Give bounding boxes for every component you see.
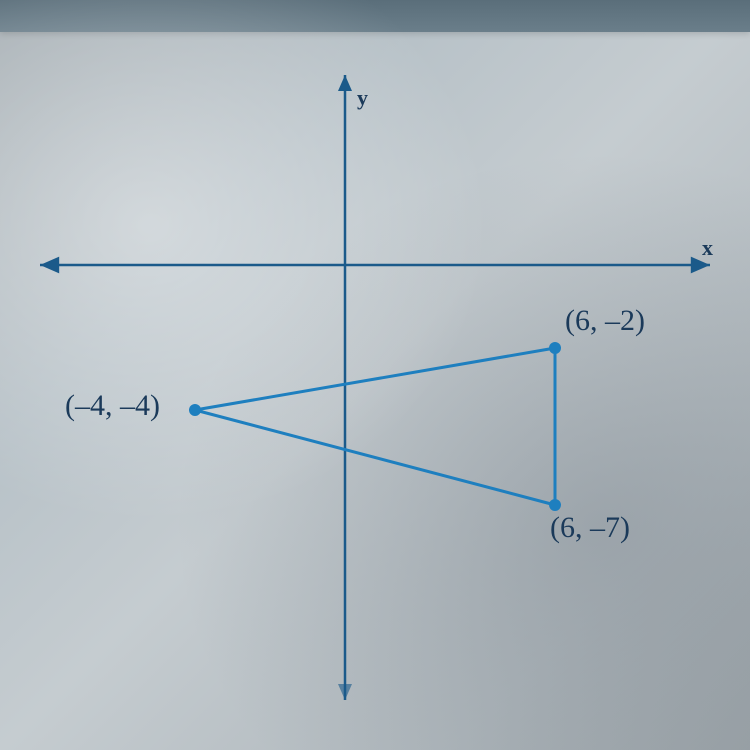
vertex-point-2 [189,404,201,416]
x-axis-label: x [702,235,713,260]
triangle-shape [195,348,555,505]
vertex-point-0 [549,342,561,354]
vertex-point-1 [549,499,561,511]
vertex-label-2: (–4, –4) [65,389,160,422]
triangle [189,342,561,511]
axes: yx [40,75,713,700]
y-axis-label: y [357,85,368,110]
vertex-label-0: (6, –2) [565,304,645,337]
vertex-label-1: (6, –7) [550,511,630,544]
x-axis-arrow-left [40,257,59,274]
y-axis-arrow-down [338,684,352,700]
coordinate-plot: yx (6, –2)(6, –7)(–4, –4) [0,0,750,750]
y-axis-arrow-up [338,75,352,91]
